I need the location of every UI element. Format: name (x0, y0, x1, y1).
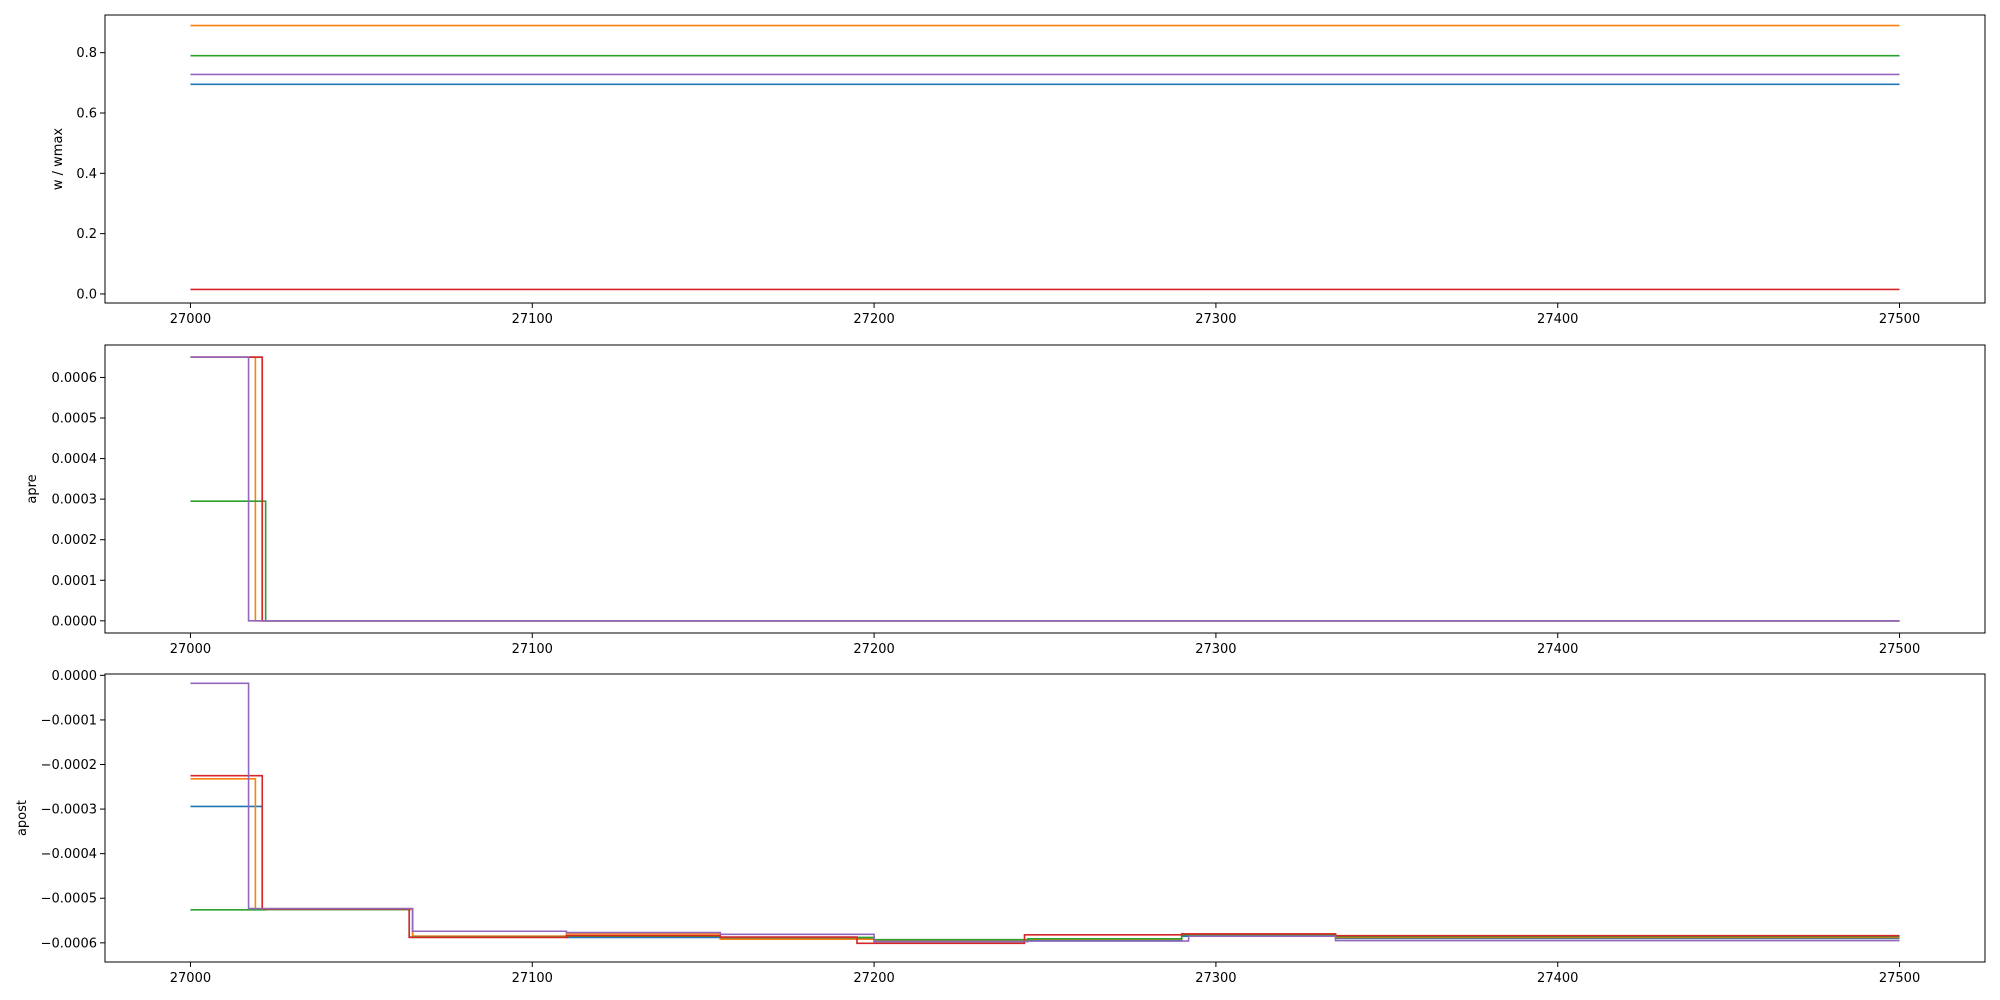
panel-2-series-purple-line (190, 356, 1900, 622)
panel-2-axes-frame (104, 344, 1986, 634)
panel-3-axes-frame (104, 673, 1986, 963)
x-tick-label: 27100 (512, 971, 553, 986)
y-axis-label: apre (25, 474, 40, 503)
y-tick-label: 0.0001 (52, 574, 98, 589)
panel-2-series-green-line (190, 500, 1900, 622)
x-tick-label: 27200 (853, 642, 894, 657)
x-tick-label: 27300 (1195, 312, 1236, 327)
y-tick-label: 0.0000 (52, 669, 98, 684)
x-tick-label: 27500 (1879, 971, 1920, 986)
panel-2-series-orange-line (190, 356, 1900, 622)
x-tick-label: 27200 (853, 312, 894, 327)
panel-1: 27000 27100 27200 27300 27400 27500 0.0 0.2 0.4 0… (51, 14, 1986, 327)
x-tick-label: 27200 (853, 971, 894, 986)
y-tick-label: 0.0003 (52, 493, 98, 508)
panel-3-series-purple-line (190, 682, 1900, 943)
y-tick-label: 0.8 (76, 46, 97, 61)
y-tick-label: 0.0000 (52, 614, 98, 629)
y-tick-label: −0.0004 (41, 847, 97, 862)
x-tick-label: 27500 (1879, 642, 1920, 657)
panel-1-axes-frame (104, 14, 1986, 304)
y-tick-label: 0.0002 (52, 533, 98, 548)
panel-2-series-red-line (190, 356, 1900, 622)
y-tick-label: −0.0001 (41, 713, 97, 728)
x-tick-label: 27000 (170, 642, 211, 657)
y-tick-label: −0.0003 (41, 803, 97, 818)
x-tick-label: 27000 (170, 312, 211, 327)
x-tick-label: 27100 (512, 642, 553, 657)
x-tick-label: 27400 (1537, 971, 1578, 986)
panel-3-series-orange-line (190, 777, 1900, 942)
y-tick-label: 0.0006 (52, 371, 98, 386)
panel-3: 27000 27100 27200 27300 27400 27500 0.0000 −0.0… (15, 669, 1986, 986)
y-axis-label: w / wmax (51, 128, 66, 191)
x-tick-label: 27400 (1537, 312, 1578, 327)
panel-2-series-blue-line (190, 356, 1900, 622)
y-tick-label: 0.0005 (52, 412, 98, 427)
panel-2: 27000 27100 27200 27300 27400 27500 0.0000 0.00… (25, 344, 1986, 657)
panel-3-series-red-line (190, 774, 1900, 945)
x-tick-label: 27100 (512, 312, 553, 327)
x-tick-label: 27300 (1195, 642, 1236, 657)
y-tick-label: 0.0 (76, 287, 97, 302)
x-tick-label: 27300 (1195, 971, 1236, 986)
y-tick-label: 0.0004 (52, 452, 98, 467)
y-tick-label: −0.0002 (41, 758, 97, 773)
x-tick-label: 27400 (1537, 642, 1578, 657)
y-tick-label: 0.4 (76, 167, 97, 182)
x-tick-label: 27500 (1879, 312, 1920, 327)
x-tick-label: 27000 (170, 971, 211, 986)
y-tick-label: −0.0005 (41, 892, 97, 907)
y-axis-label: apost (15, 800, 30, 836)
panel-3-series-blue-line (190, 805, 1900, 943)
y-tick-label: 0.6 (76, 107, 97, 122)
y-tick-label: −0.0006 (41, 936, 97, 951)
y-tick-label: 0.2 (76, 227, 97, 242)
